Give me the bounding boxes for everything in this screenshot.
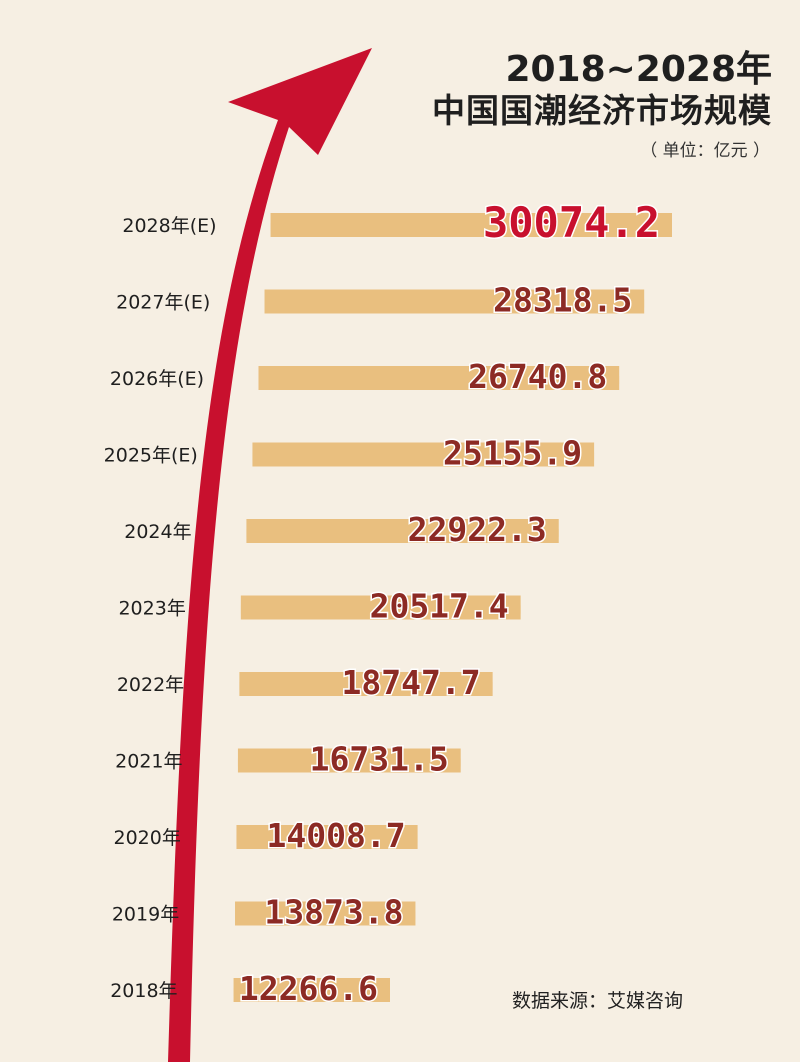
- value-label: 20517.4: [370, 587, 509, 626]
- category-label: 2023年: [118, 598, 185, 620]
- bar-4: [246, 519, 559, 543]
- category-label: 2019年: [112, 904, 179, 926]
- value-label: 30074.2: [483, 198, 660, 247]
- bar-10: [233, 978, 390, 1002]
- labels-group: 2028年(E) 30074.2 2027年(E) 28318.5 2026年(E) 26…: [104, 197, 662, 1010]
- bars-group: [233, 213, 672, 1002]
- value-label: 13873.8: [264, 893, 403, 932]
- bar-0: [270, 213, 672, 237]
- source-note: 数据来源：艾媒咨询: [512, 990, 684, 1012]
- category-label: 2027年(E): [116, 292, 210, 314]
- category-label: 2024年: [124, 521, 191, 543]
- value-label: 12266.6: [239, 969, 378, 1008]
- bar-9: [235, 901, 416, 926]
- value-label: 26740.8: [468, 357, 607, 396]
- bar-3: [252, 442, 595, 467]
- growth-arrow-icon: [168, 48, 372, 1062]
- bar-8: [236, 825, 418, 849]
- bar-6: [239, 672, 493, 696]
- category-label: 2021年: [115, 751, 182, 773]
- value-label: 18747.7: [342, 663, 481, 702]
- chart-title: 中国国潮经济市场规模: [432, 91, 772, 130]
- unit-note: （ 单位：亿元 ）: [640, 141, 770, 161]
- category-label: 2022年: [117, 674, 184, 696]
- value-label: 28318.5: [493, 281, 632, 320]
- category-label: 2020年: [114, 827, 181, 849]
- category-label: 2028年(E): [122, 215, 216, 237]
- value-label: 22922.3: [408, 510, 547, 549]
- category-label: 2026年(E): [110, 368, 204, 390]
- category-label: 2018年: [110, 980, 177, 1002]
- bar-1: [264, 289, 645, 314]
- value-label: 16731.5: [310, 740, 449, 779]
- category-label: 2025年(E): [104, 445, 198, 467]
- value-label: 25155.9: [443, 434, 582, 473]
- chart-title-years: 2018~2028年: [505, 49, 772, 90]
- bar-7: [237, 748, 461, 773]
- bar-2: [258, 366, 620, 390]
- value-label: 14008.7: [267, 816, 406, 855]
- bar-5: [240, 595, 521, 620]
